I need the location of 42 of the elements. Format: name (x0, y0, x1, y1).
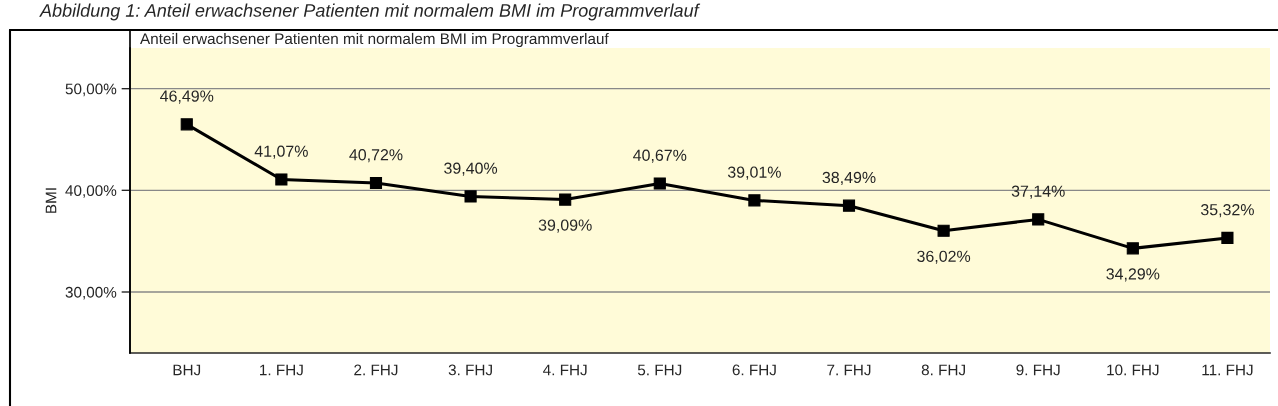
point (1221, 231, 1234, 244)
x-tick-label: 4. FHJ (543, 364, 587, 376)
y-tick-label: 30,00% (65, 286, 117, 300)
x-tick-label: 1. FHJ (260, 364, 303, 376)
data-label: 39,01% (727, 166, 781, 180)
x-tick-label: 7. FHJ (827, 364, 871, 376)
point (653, 177, 666, 190)
data-label: 35,32% (1200, 204, 1254, 218)
point (369, 176, 383, 190)
x-tick-label: BHJ (173, 364, 201, 376)
x-tick-label: 6. FHJ (732, 364, 776, 376)
point (275, 173, 288, 186)
point (559, 193, 572, 206)
x-tick-label: 11. FHJ (1202, 364, 1253, 376)
data-label: 36,02% (917, 250, 971, 264)
x-tick-label: 10. FHJ (1107, 364, 1159, 376)
x-tick-label: 3. FHJ (448, 364, 492, 376)
point (180, 118, 193, 131)
point (1032, 213, 1045, 226)
x-tick-label: 2. FHJ (354, 364, 398, 376)
data-label: 39,40% (444, 162, 498, 176)
x-tick-label: 8. FHJ (921, 364, 965, 376)
data-label: 40,67% (633, 149, 687, 163)
point (748, 194, 761, 207)
y-tick-label: 50,00% (65, 83, 117, 97)
data-label: 38,49% (822, 171, 876, 185)
data-label: 39,09% (538, 219, 592, 233)
data-label: 41,07% (254, 145, 308, 159)
data-label: 40,72% (349, 149, 403, 163)
text: Abbildung 1: Anteil erwachsener Patienten mit normalem BMI im Programmverlauf (39, 3, 701, 21)
point (842, 199, 856, 212)
x-tick-label: 5. FHJ (637, 364, 682, 376)
data-label: 46,49% (160, 90, 214, 104)
point (937, 224, 950, 237)
y-tick-label: 40,00% (65, 185, 117, 198)
y-axis-title: BMI (45, 188, 57, 213)
point (464, 190, 477, 203)
chart-title: Anteil erwachsener Patienten mit normalem BMI im Programmverlauf (140, 32, 609, 48)
point (1126, 242, 1139, 255)
x-tick-label: 9. FHJ (1016, 364, 1060, 376)
data-label: 34,29% (1106, 268, 1160, 282)
data-label: 37,14% (1011, 185, 1065, 199)
